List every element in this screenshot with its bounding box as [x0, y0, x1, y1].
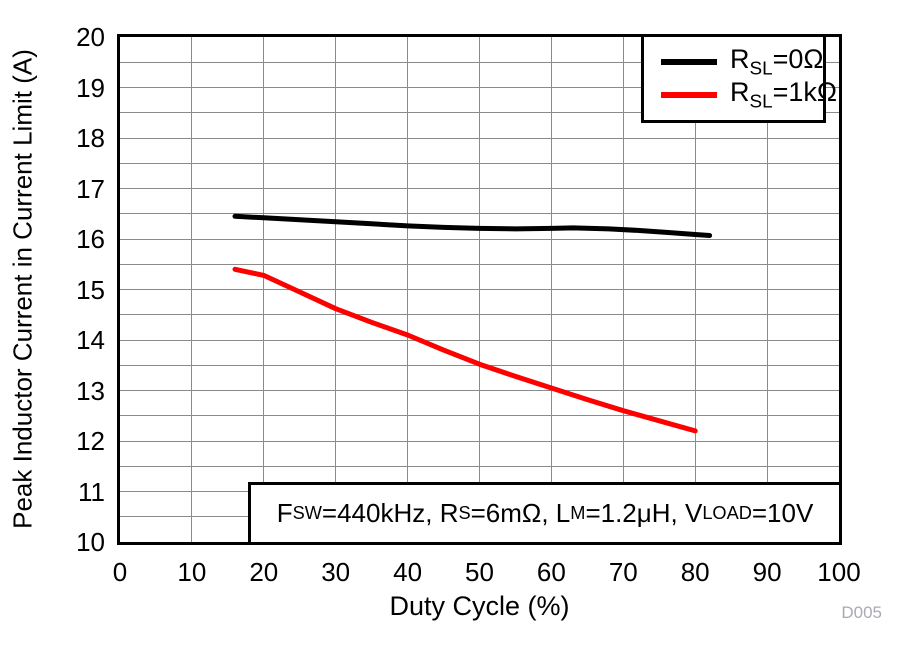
x-tick-label: 20: [249, 557, 279, 587]
legend-label-subscript: SL: [749, 91, 773, 113]
gridline-horizontal: [120, 314, 839, 316]
gridline-horizontal: [120, 61, 839, 63]
gridline-horizontal: [120, 213, 839, 215]
x-tick-label: 90: [752, 557, 782, 587]
series-swatch-red: [661, 92, 717, 98]
gridline-horizontal: [120, 289, 839, 290]
x-tick-label: 80: [680, 557, 710, 587]
series-swatch-black: [661, 59, 717, 65]
gridline-horizontal: [120, 137, 839, 139]
annotation-text: =440kHz, R: [321, 498, 459, 528]
legend-label-text: =1kΩ: [772, 76, 838, 107]
x-tick-label: 0: [112, 557, 128, 587]
legend-label-text: R: [730, 76, 750, 107]
legend-label-rsl-1k: RSL=1kΩ: [730, 77, 837, 113]
gridline-horizontal: [120, 188, 839, 189]
gridline-horizontal: [120, 339, 839, 341]
y-tick-label: 20: [76, 22, 105, 52]
x-axis-title: Duty Cycle (%): [389, 591, 570, 621]
conditions-annotation: F SW =440kHz, R S =6mΩ, L M =1.2μH, V LOAD =10V: [248, 482, 842, 545]
plot-area: RSL=0Ω RSL=1kΩ F SW =440kHz, R S =6mΩ, L M =1.…: [117, 34, 842, 545]
series-line-0: [232, 213, 713, 238]
legend-item-rsl-1k: RSL=1kΩ: [661, 77, 837, 112]
x-tick-label: 50: [465, 557, 494, 587]
gridline-horizontal: [120, 465, 839, 467]
gridline-horizontal: [120, 87, 839, 88]
y-tick-label: 18: [76, 123, 105, 153]
y-tick-label: 15: [76, 274, 105, 305]
gridline-horizontal: [120, 112, 839, 114]
figure-id-label: D005: [841, 603, 882, 622]
annotation-text: =10V: [751, 498, 814, 528]
annotation-subscript: SW: [292, 503, 322, 523]
y-tick-label: 11: [78, 476, 105, 507]
legend-label-text: =0Ω: [772, 43, 824, 74]
legend-item-rsl-0: RSL=0Ω: [661, 44, 824, 80]
annotation-text: F: [276, 498, 293, 528]
gridline-horizontal: [120, 263, 839, 265]
x-tick-label: 40: [393, 557, 423, 587]
y-tick-label: 13: [76, 375, 105, 406]
y-tick-label: 10: [76, 527, 105, 557]
y-tick-label: 16: [76, 224, 105, 254]
y-tick-label: 12: [76, 426, 105, 456]
annotation-text: =6mΩ, L: [470, 498, 571, 528]
annotation-subscript: S: [458, 503, 471, 523]
series-line-1: [232, 266, 698, 434]
x-tick-label: 30: [321, 557, 351, 587]
y-tick-label: 19: [76, 72, 105, 103]
gridline-horizontal: [120, 390, 839, 391]
annotation-subscript: M: [570, 503, 586, 523]
x-tick-label: 70: [608, 557, 638, 587]
annotation-subscript: LOAD: [702, 503, 752, 523]
legend-label-text: R: [730, 43, 750, 74]
y-tick-label: 14: [76, 325, 105, 355]
legend-label-rsl-0: RSL=0Ω: [730, 44, 824, 80]
gridline-horizontal: [120, 440, 839, 442]
y-tick-label: 17: [76, 173, 105, 204]
x-tick-label: 10: [177, 557, 207, 587]
gridline-horizontal: [120, 162, 839, 164]
gridline-horizontal: [120, 238, 839, 240]
data-series-layer: [232, 213, 713, 434]
legend: RSL=0Ω RSL=1kΩ: [641, 34, 837, 123]
gridline-horizontal: [120, 415, 839, 417]
x-tick-label: 100: [817, 557, 861, 587]
legend-label-subscript: SL: [749, 58, 773, 80]
annotation-text: =1.2μH, V: [585, 498, 703, 528]
x-tick-label: 60: [536, 557, 566, 587]
